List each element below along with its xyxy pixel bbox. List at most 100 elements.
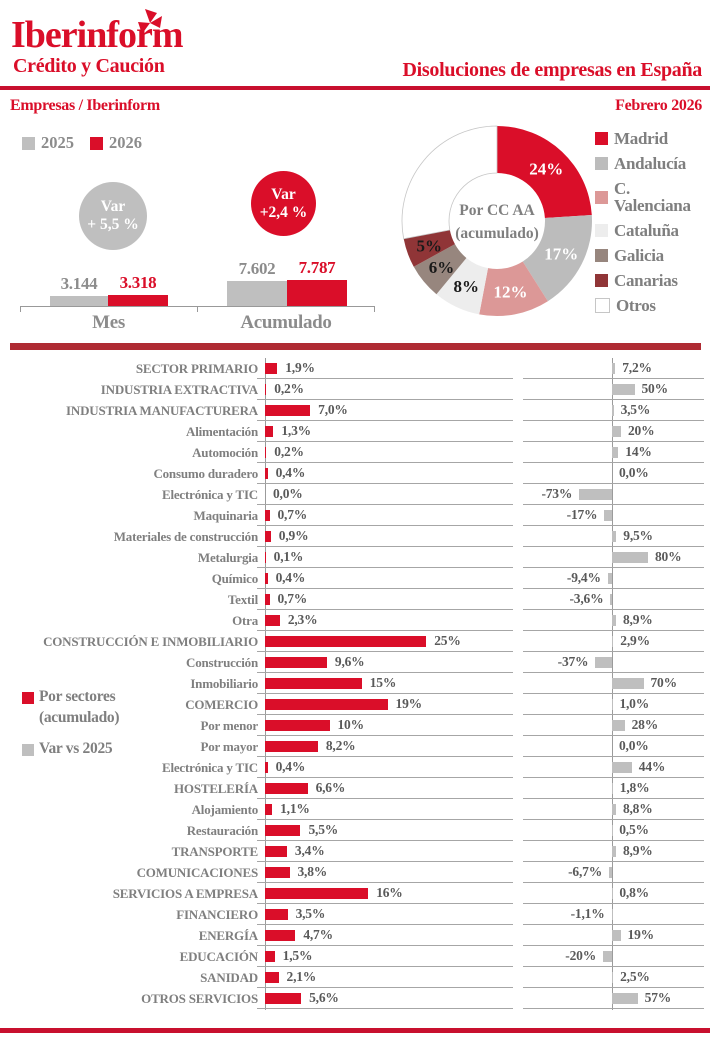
- legend-swatch: [595, 224, 608, 237]
- section-divider-band: [10, 343, 701, 350]
- bar-value-2026-acumulado: 7.787: [298, 258, 336, 278]
- sector-pct-bar: [265, 930, 296, 941]
- sector-row: Alimentación 1,3% 20%: [0, 421, 710, 442]
- sector-label: HOSTELERÍA: [174, 781, 258, 796]
- sector-pct-plot: 5,5%: [257, 820, 513, 841]
- sector-var-bar: [595, 657, 612, 668]
- legend-2025-swatch: [22, 136, 35, 150]
- sector-var-value: 57%: [644, 990, 672, 1005]
- header-date: Febrero 2026: [615, 97, 702, 114]
- sector-var-bar: [603, 951, 612, 962]
- bar-value-2026-mes: 3.318: [119, 272, 157, 292]
- donut-segment-madrid: [497, 126, 592, 218]
- sector-label: Alimentación: [186, 424, 258, 439]
- sector-var-plot: -73%: [523, 484, 704, 505]
- sector-pct-plot: 1,9%: [257, 358, 513, 379]
- sector-label: SERVICIOS A EMPRESA: [112, 886, 258, 901]
- sector-label: Otra: [232, 613, 258, 628]
- sector-var-bar: [612, 531, 617, 542]
- sector-label: INDUSTRIA EXTRACTIVA: [100, 382, 258, 397]
- sector-var-value: 8,8%: [622, 801, 653, 816]
- sector-pct-plot: 0,0%: [257, 484, 513, 505]
- sector-var-value: -37%: [557, 654, 589, 669]
- sector-pct-value: 7,0%: [318, 402, 348, 417]
- sector-pct-value: 5,5%: [308, 822, 339, 837]
- sector-var-bar: [612, 930, 621, 941]
- sector-pct-value: 8,2%: [325, 738, 356, 753]
- legend-2025: 2025: [22, 133, 74, 153]
- sector-row: Maquinaria 0,7% -17%: [0, 505, 710, 526]
- donut-segment-andaluc-a: [522, 215, 592, 302]
- donut-value-label: 24%: [529, 160, 563, 179]
- sector-pct-plot: 0,4%: [257, 757, 513, 778]
- sector-row: SANIDAD 2,1% 2,5%: [0, 967, 710, 988]
- sector-pct-bar: [265, 993, 302, 1004]
- ccaa-legend-item-canarias: Canarias: [595, 272, 710, 289]
- sector-var-bar: [612, 384, 635, 395]
- sector-pct-plot: 7,0%: [257, 400, 513, 421]
- var-badge-mes: Var + 5,5 %: [79, 182, 147, 250]
- sector-label: OTROS SERVICIOS: [141, 991, 258, 1006]
- axis-tick: [20, 306, 21, 312]
- sector-var-bar: [612, 804, 616, 815]
- mes-acumulado-chart: 2025 2026 3.144 3.318 Var + 5,5 % Mes 7.602 7.…: [0, 120, 400, 335]
- sector-pct-plot: 6,6%: [257, 778, 513, 799]
- sector-label: Consumo duradero: [153, 466, 258, 481]
- sector-row: TRANSPORTE 3,4% 8,9%: [0, 841, 710, 862]
- sector-var-plot: 2,5%: [523, 967, 704, 988]
- sector-var-value: 0,0%: [619, 738, 649, 753]
- sector-var-plot: -9,4%: [523, 568, 704, 589]
- sector-pct-plot: 15%: [257, 673, 513, 694]
- sector-label: Textil: [227, 592, 258, 607]
- sector-var-value: -9,4%: [566, 570, 601, 585]
- sector-var-value: 70%: [650, 675, 678, 690]
- sector-pct-value: 10%: [337, 717, 365, 732]
- sector-var-plot: 0,5%: [523, 820, 704, 841]
- sector-row: SECTOR PRIMARIO 1,9% 7,2%: [0, 358, 710, 379]
- sector-pct-bar: [265, 657, 327, 668]
- sector-label: SECTOR PRIMARIO: [135, 361, 258, 376]
- sector-pct-plot: 25%: [257, 631, 513, 652]
- sector-pct-value: 0,9%: [278, 528, 309, 543]
- sector-pct-bar: [265, 363, 278, 374]
- sector-pct-plot: 10%: [257, 715, 513, 736]
- sector-pct-plot: 1,1%: [257, 799, 513, 820]
- sector-row: EDUCACIÓN 1,5% -20%: [0, 946, 710, 967]
- sector-pct-bar: [265, 720, 330, 731]
- sector-var-bar: [612, 846, 616, 857]
- sector-pct-bar: [265, 951, 275, 962]
- var-badge-title: Var: [271, 185, 296, 203]
- sector-var-value: 3,5%: [620, 402, 651, 417]
- sector-row: COMUNICACIONES 3,8% -6,7%: [0, 862, 710, 883]
- sector-pct-value: 25%: [434, 633, 461, 648]
- legend-label: C. Valenciana: [614, 179, 691, 215]
- sector-pct-plot: 16%: [257, 883, 513, 904]
- sector-row: Por menor 10% 28%: [0, 715, 710, 736]
- sector-var-bar: [612, 636, 614, 647]
- sector-pct-value: 15%: [369, 675, 397, 690]
- ccaa-legend-item-galicia: Galicia: [595, 247, 710, 264]
- sector-pct-bar: [265, 972, 279, 983]
- sector-var-bar: [612, 993, 638, 1004]
- sector-row: SERVICIOS A EMPRESA 16% 0,8%: [0, 883, 710, 904]
- sector-pct-plot: 3,5%: [257, 904, 513, 925]
- var-badge-value: +2,4 %: [259, 203, 308, 221]
- sector-row: OTROS SERVICIOS 5,6% 57%: [0, 988, 710, 1009]
- sector-var-value: 7,2%: [622, 360, 652, 375]
- year-legend: 2025 2026: [22, 133, 142, 153]
- bar-value-2025-acumulado: 7.602: [238, 258, 276, 278]
- var-badge-value: + 5,5 %: [87, 216, 139, 233]
- sector-row: Textil 0,7% -3,6%: [0, 589, 710, 610]
- sector-pct-plot: 2,1%: [257, 967, 513, 988]
- axis-tick: [374, 306, 375, 312]
- sector-row: Alojamiento 1,1% 8,8%: [0, 799, 710, 820]
- sector-pct-value: 3,8%: [297, 864, 328, 879]
- sector-var-bar: [608, 867, 612, 878]
- sector-pct-value: 0,4%: [275, 465, 306, 480]
- sector-var-value: 0,8%: [619, 885, 649, 900]
- sector-pct-value: 19%: [395, 696, 423, 711]
- donut-value-label: 12%: [494, 283, 528, 302]
- sector-var-value: -6,7%: [568, 864, 602, 879]
- donut-segment-c-valenciana: [479, 261, 548, 317]
- sector-pct-plot: 1,3%: [257, 421, 513, 442]
